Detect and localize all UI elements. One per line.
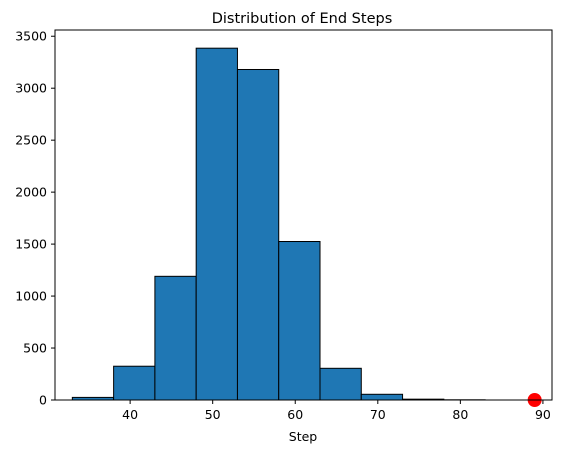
y-tick-label: 0 [39,393,47,408]
histogram-bar-2 [154,275,197,401]
x-tick-label: 60 [287,407,303,422]
x-axis-label: Step [289,429,318,444]
x-tick-label: 90 [535,407,551,422]
x-tick-label: 40 [122,407,138,422]
x-tick-label: 50 [205,407,221,422]
x-axis: 40 50 60 70 80 90 [122,400,551,422]
y-tick-label: 3000 [15,81,47,96]
y-tick-label: 1000 [15,289,47,304]
y-tick-label: 3500 [15,29,47,44]
x-tick-label: 80 [452,407,468,422]
histogram-bar-1 [113,365,156,401]
histogram-bar-3 [195,47,238,401]
histogram-bar-4 [236,68,280,401]
y-tick-label: 500 [23,341,47,356]
y-tick-label: 1500 [15,237,47,252]
x-tick-label: 70 [370,407,386,422]
histogram-bar-5 [278,241,321,401]
bars-layer [71,47,486,401]
plot-frame [54,29,553,401]
histogram-bar-6 [319,367,362,401]
chart-title: Distribution of End Steps [212,11,393,27]
y-axis: 0 500 1000 1500 2000 2500 3000 3500 [15,29,55,408]
y-tick-label: 2500 [15,133,47,148]
histogram-bar-7 [360,393,404,401]
y-tick-label: 2000 [15,185,47,200]
